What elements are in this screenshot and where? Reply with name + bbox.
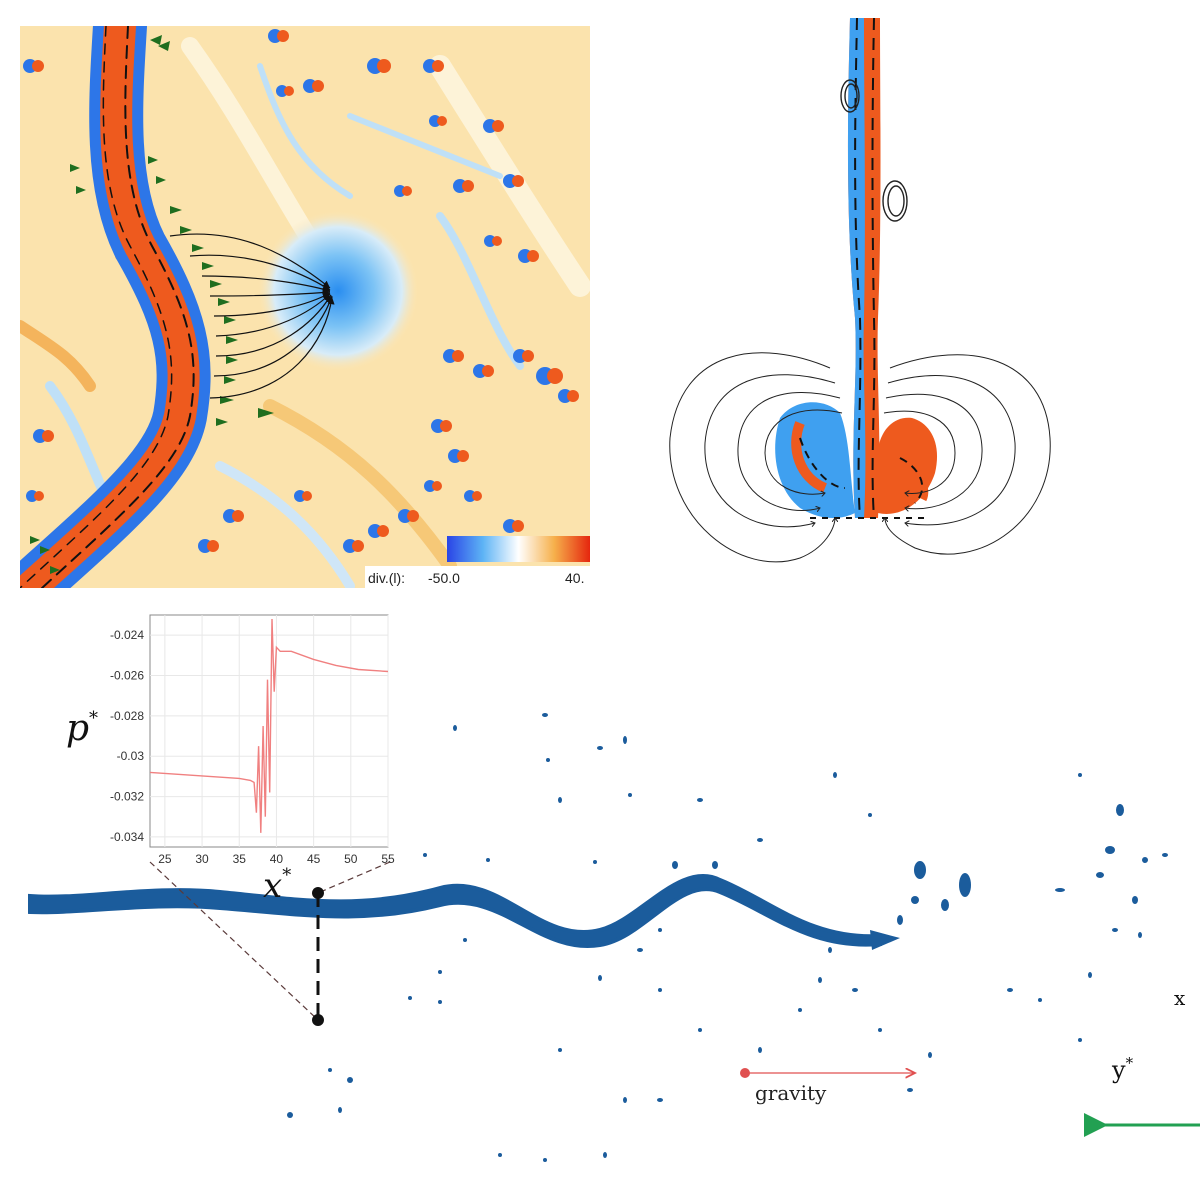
interface-velocity-arrows bbox=[30, 35, 274, 574]
inset-y-tick-label: -0.026 bbox=[110, 669, 144, 683]
inset-x-tick-label: 45 bbox=[307, 852, 321, 866]
y-axis-label: y* bbox=[1111, 1054, 1134, 1084]
colorbar-label-strip bbox=[365, 566, 590, 588]
panel-a-divergence-field: div.(l): -50.0 40. bbox=[20, 26, 590, 588]
gravity-label: gravity bbox=[755, 1081, 827, 1105]
inset-pressure-chart: -0.024 -0.026 -0.028 -0.03 -0.032 -0.034 25 30… bbox=[66, 614, 395, 906]
panel-b-plume-vortex bbox=[669, 18, 1051, 563]
inset-x-tick-label: 30 bbox=[195, 852, 209, 866]
inset-y-tick-label: -0.028 bbox=[110, 709, 144, 723]
inset-y-tick-label: -0.034 bbox=[110, 830, 144, 844]
plume-stem bbox=[847, 18, 881, 519]
colorbar-title: div.(l): bbox=[368, 570, 405, 586]
colorbar-max-label: 40. bbox=[565, 570, 584, 586]
inset-x-tick-label: 55 bbox=[381, 852, 395, 866]
jet-interface-band bbox=[20, 26, 211, 588]
colorbar-min-label: -50.0 bbox=[428, 570, 460, 586]
recirculation-streamlines bbox=[669, 352, 1051, 563]
stem-vortex-loops bbox=[840, 79, 908, 222]
inset-x-tick-label: 50 bbox=[344, 852, 358, 866]
inset-pressure-series bbox=[149, 618, 389, 833]
central-low-divergence-spot bbox=[258, 211, 418, 371]
droplets bbox=[287, 713, 1168, 1162]
inset-x-tick-label: 25 bbox=[158, 852, 172, 866]
converging-streamlines bbox=[169, 233, 335, 399]
inset-y-tick-label: -0.03 bbox=[117, 749, 145, 763]
panel-c-jet-breakup: gravity y* x -0.024-0.026-0.028-0.03-0.0… bbox=[28, 614, 1200, 1162]
liquid-jet bbox=[28, 873, 882, 949]
inset-connector-lines bbox=[149, 861, 391, 1021]
inset-x-ticks: 25 30 35 40 45 50 55 bbox=[158, 852, 395, 866]
inset-ylabel: p* bbox=[66, 708, 98, 749]
vortex-pair-heads bbox=[775, 402, 938, 519]
inset-x-tick-label: 40 bbox=[270, 852, 284, 866]
inset-grid bbox=[150, 615, 389, 847]
x-axis-label-partial: x bbox=[1174, 986, 1186, 1010]
inset-y-tick-label: -0.024 bbox=[110, 628, 144, 642]
vortex-dipoles bbox=[23, 29, 579, 553]
gravity-arrow bbox=[740, 1068, 915, 1078]
inset-xlabel: x* bbox=[263, 865, 291, 906]
inset-y-ticks: -0.024 -0.026 -0.028 -0.03 -0.032 -0.034 bbox=[110, 628, 144, 844]
inset-x-tick-label: 35 bbox=[233, 852, 247, 866]
colorbar bbox=[447, 536, 590, 562]
probe-line bbox=[312, 887, 324, 1026]
jet-tip bbox=[870, 930, 900, 950]
inset-y-tick-label: -0.032 bbox=[110, 790, 144, 804]
